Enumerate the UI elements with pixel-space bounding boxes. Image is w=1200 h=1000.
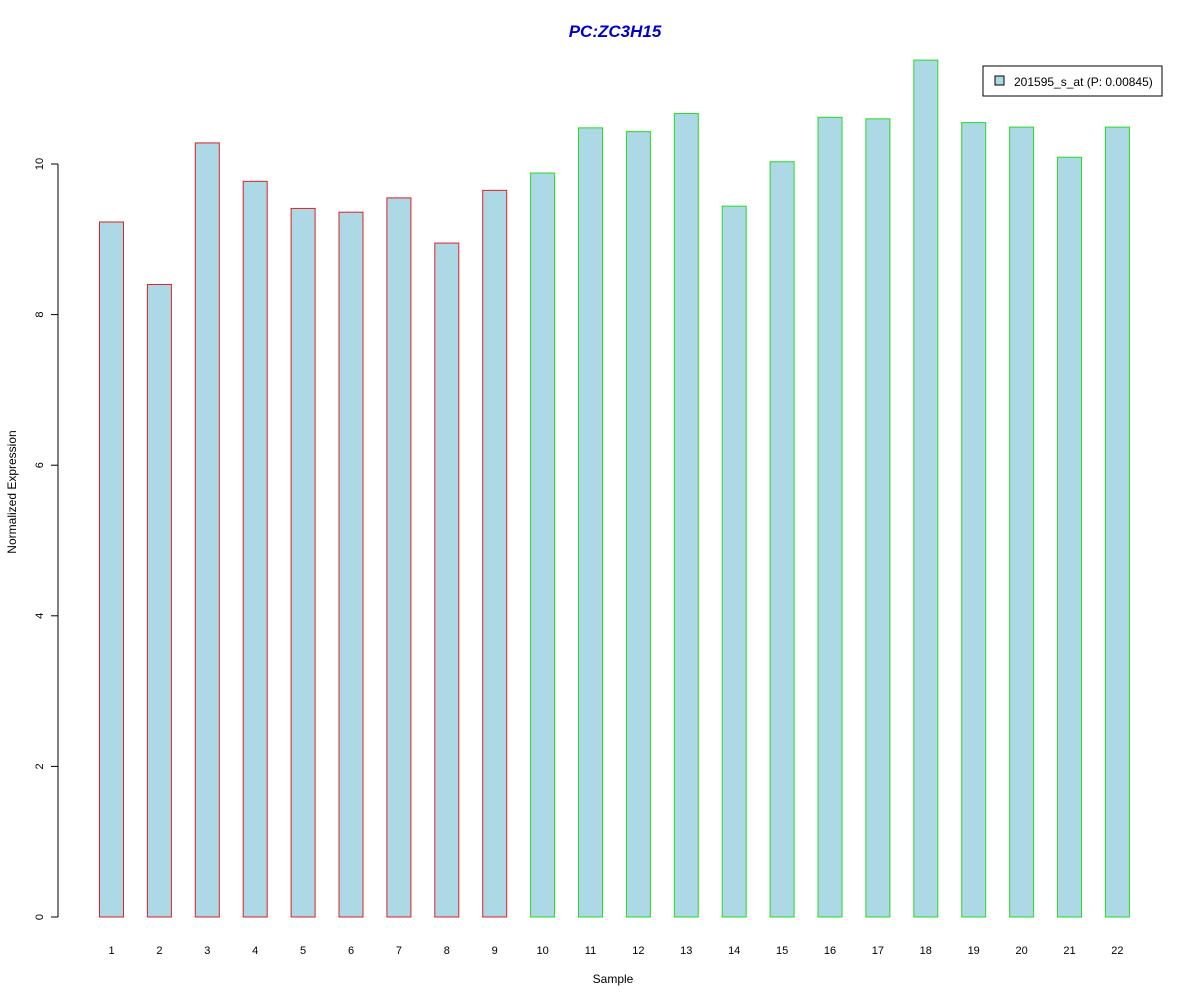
x-tick-label: 19 (968, 945, 980, 957)
x-axis-title: Sample (593, 972, 634, 986)
x-tick-label: 10 (536, 945, 548, 957)
bar-sample-10 (530, 172, 556, 918)
bar-sample-18 (913, 59, 939, 918)
x-tick-label: 5 (300, 945, 306, 957)
bar-sample-19 (961, 122, 987, 918)
y-tick-label: 10 (34, 158, 46, 170)
bar-sample-5 (290, 207, 316, 918)
bar-sample-6 (338, 211, 364, 918)
x-tick-label: 8 (444, 945, 450, 957)
bar-sample-20 (1009, 126, 1035, 918)
bar-sample-9 (482, 189, 508, 918)
bar-sample-16 (817, 116, 843, 918)
y-tick-label: 4 (34, 613, 46, 619)
x-tick-label: 14 (728, 945, 740, 957)
x-tick-label: 7 (396, 945, 402, 957)
bar-sample-1 (99, 221, 124, 918)
x-tick-label: 11 (585, 945, 596, 957)
bar-sample-3 (194, 142, 220, 918)
y-tick-label: 0 (34, 914, 46, 920)
x-tick-label: 18 (920, 945, 932, 957)
bar-sample-15 (769, 161, 795, 918)
y-axis: 0 2 4 6 8 10 (34, 158, 59, 920)
x-tick-label: 12 (632, 945, 644, 957)
x-tick-label: 17 (872, 945, 884, 957)
legend-swatch (994, 75, 1005, 86)
x-axis-labels: 1 2 3 4 5 6 7 8 9 10 11 12 13 14 15 16 17 18 19 20 21 22 (108, 945, 1123, 957)
x-tick-label: 20 (1015, 945, 1027, 957)
bar-sample-11 (578, 127, 603, 918)
bar-sample-17 (865, 118, 891, 918)
x-tick-label: 13 (680, 945, 692, 957)
x-tick-label: 4 (252, 945, 258, 957)
bar-sample-2 (146, 283, 172, 918)
bar-sample-4 (242, 180, 268, 918)
legend: 201595_s_at (P: 0.00845) (982, 65, 1163, 97)
bar-sample-7 (386, 197, 412, 918)
x-tick-label: 9 (492, 945, 498, 957)
x-tick-label: 2 (156, 945, 162, 957)
y-axis-title: Normalized Expression (5, 430, 19, 553)
bar-sample-8 (434, 242, 460, 918)
x-tick-label: 15 (776, 945, 788, 957)
y-tick-label: 8 (34, 312, 46, 318)
y-tick-label: 2 (34, 763, 46, 769)
bars (99, 59, 1130, 918)
bar-sample-12 (625, 131, 651, 918)
chart-title: PC:ZC3H15 (569, 22, 662, 41)
y-tick-label: 6 (34, 462, 46, 468)
x-tick-label: 6 (348, 945, 354, 957)
bar-sample-21 (1057, 156, 1082, 918)
bar-sample-22 (1104, 126, 1130, 918)
x-tick-label: 22 (1111, 945, 1123, 957)
bar-sample-14 (721, 205, 747, 918)
x-tick-label: 16 (824, 945, 836, 957)
legend-box (982, 65, 1163, 97)
x-tick-label: 21 (1063, 945, 1075, 957)
x-tick-label: 1 (108, 945, 114, 957)
legend-entry: 201595_s_at (P: 0.00845) (1014, 75, 1153, 89)
bar-sample-13 (673, 113, 699, 918)
x-tick-label: 3 (204, 945, 210, 957)
